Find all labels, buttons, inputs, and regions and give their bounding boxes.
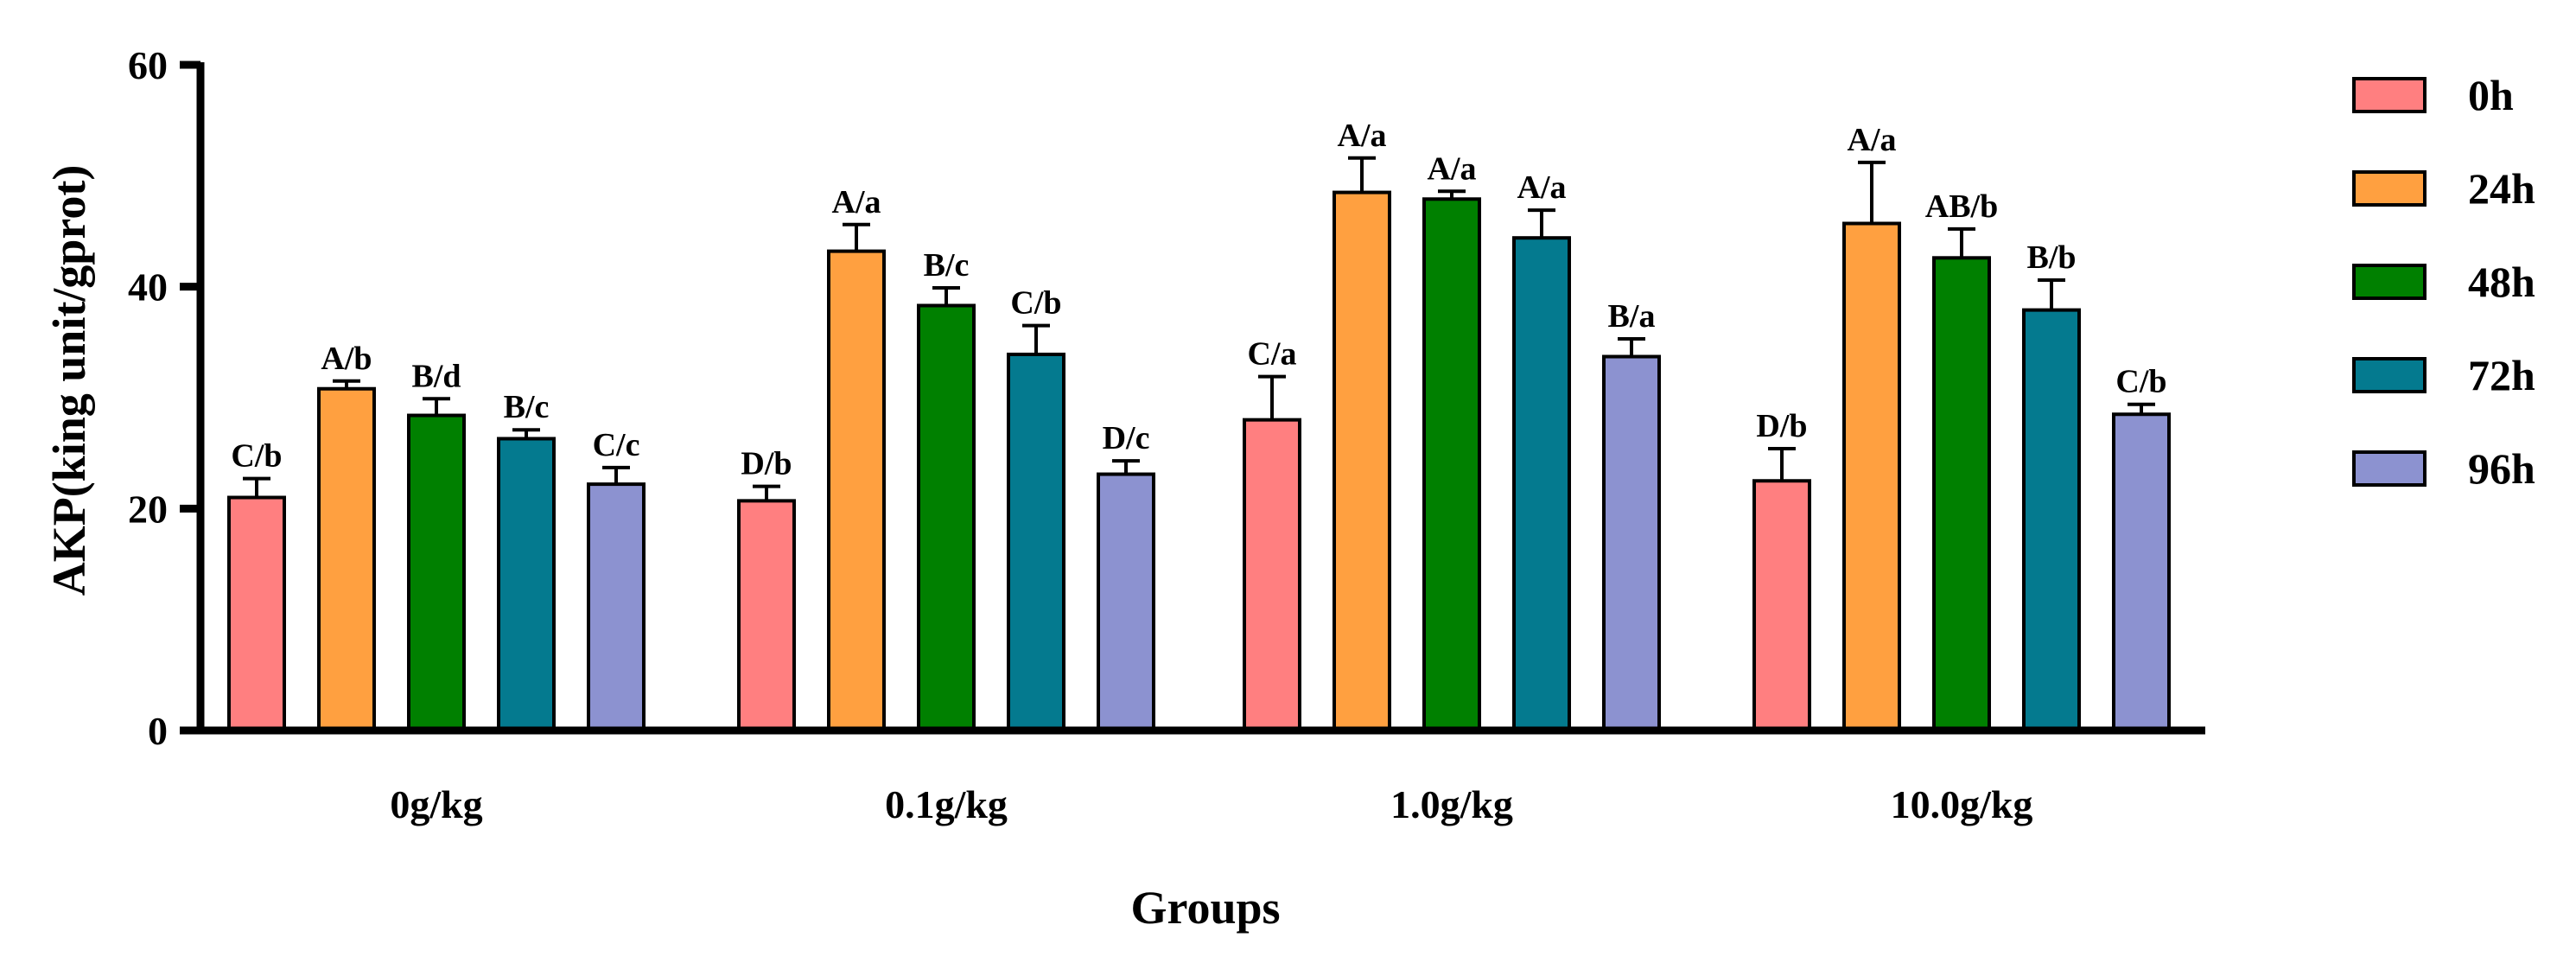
- significance-label: D/c: [1103, 420, 1150, 456]
- legend-swatch-48h: [2352, 264, 2427, 300]
- legend-label: 72h: [2468, 351, 2535, 399]
- legend-swatch-0h: [2352, 77, 2427, 113]
- significance-label: B/c: [924, 247, 970, 284]
- significance-label: A/a: [1848, 122, 1897, 158]
- bar-72h-0.1g/kg: [1007, 352, 1065, 732]
- significance-label: B/a: [1608, 298, 1656, 335]
- bar-48h-0.1g/kg: [917, 303, 976, 732]
- significance-label: A/a: [1428, 150, 1477, 187]
- bar-0h-10.0g/kg: [1752, 479, 1811, 732]
- x-tick-label: 10.0g/kg: [1891, 782, 2033, 826]
- legend-label: 24h: [2468, 164, 2535, 213]
- y-tick-label: 0: [148, 709, 168, 753]
- bar-0h-1.0g/kg: [1243, 418, 1301, 732]
- x-tick-label: 1.0g/kg: [1390, 782, 1513, 826]
- bar-0h-0.1g/kg: [737, 499, 796, 732]
- legend-label: 48h: [2468, 258, 2535, 306]
- legend-swatch-72h: [2352, 357, 2427, 393]
- x-axis-title: Groups: [1130, 882, 1280, 934]
- y-axis-title: AKP(king unit/gprot): [43, 165, 95, 596]
- significance-label: A/a: [1517, 169, 1567, 206]
- significance-label: D/b: [1756, 408, 1807, 444]
- x-tick-label: 0.1g/kg: [885, 782, 1008, 826]
- legend: 0h 24h 48h 72h 96h: [2352, 71, 2535, 493]
- bar-24h-10.0g/kg: [1842, 221, 1901, 732]
- significance-label: B/b: [2026, 239, 2076, 276]
- significance-labels-layer: C/b A/b B/d B/c C/c D/b A/a B/c C/b D/c C/a A/a A/a A…: [231, 118, 2166, 482]
- significance-label: C/b: [231, 438, 282, 475]
- bars-layer: [227, 190, 2171, 733]
- bar-24h-0g/kg: [317, 386, 376, 732]
- bar-48h-0g/kg: [407, 413, 466, 732]
- bar-48h-10.0g/kg: [1932, 256, 1991, 732]
- bar-72h-1.0g/kg: [1512, 236, 1571, 732]
- significance-label: A/a: [1338, 118, 1387, 154]
- bar-72h-0g/kg: [497, 437, 556, 732]
- y-tick-label: 20: [128, 487, 168, 531]
- bar-72h-10.0g/kg: [2022, 308, 2081, 732]
- significance-label: C/b: [1010, 285, 1061, 322]
- error-bars-layer: [243, 156, 2155, 501]
- significance-label: D/b: [741, 446, 792, 482]
- significance-label: AB/b: [1925, 188, 1998, 225]
- significance-label: B/c: [504, 389, 550, 425]
- legend-swatch-96h: [2352, 450, 2427, 487]
- significance-label: B/d: [411, 358, 461, 394]
- significance-label: A/b: [321, 341, 372, 377]
- bar-0h-0g/kg: [227, 495, 286, 732]
- significance-label: C/a: [1248, 336, 1297, 373]
- significance-label: C/b: [2115, 364, 2166, 400]
- significance-label: C/c: [593, 427, 640, 463]
- legend-swatch-24h: [2352, 170, 2427, 207]
- y-tick-label: 40: [128, 265, 168, 309]
- bar-96h-1.0g/kg: [1602, 354, 1661, 732]
- bar-24h-1.0g/kg: [1333, 190, 1391, 733]
- significance-label: A/a: [832, 184, 881, 220]
- bar-96h-10.0g/kg: [2112, 412, 2171, 732]
- bar-24h-0.1g/kg: [827, 249, 886, 733]
- bar-96h-0.1g/kg: [1097, 472, 1155, 732]
- legend-label: 0h: [2468, 71, 2514, 119]
- legend-label: 96h: [2468, 444, 2535, 493]
- y-tick-label: 60: [128, 43, 168, 87]
- bar-96h-0g/kg: [587, 482, 646, 732]
- axes-layer: 0 20 40 60 0g/kg 0.1g/kg 1.0g/kg 10.0g/kg: [128, 43, 2205, 826]
- bar-48h-1.0g/kg: [1422, 197, 1481, 733]
- x-tick-label: 0g/kg: [390, 782, 482, 826]
